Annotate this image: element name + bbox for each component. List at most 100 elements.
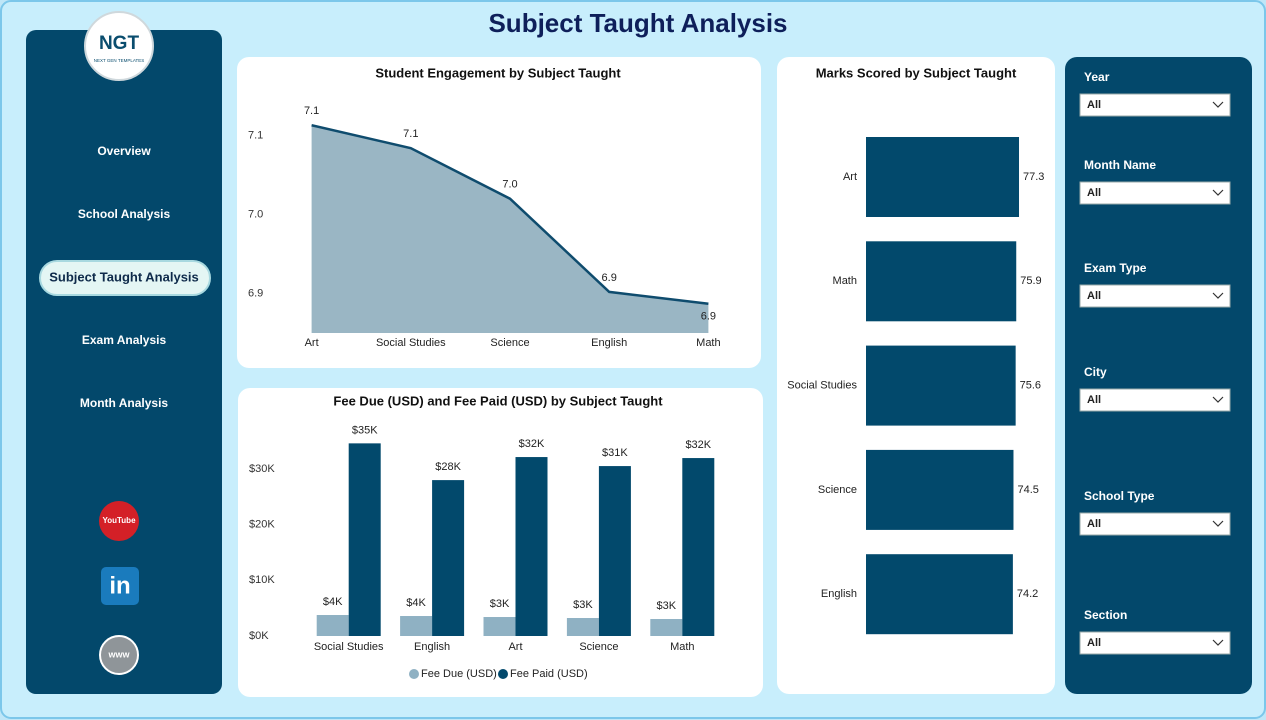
bar bbox=[866, 137, 1020, 217]
nav-item[interactable]: Subject Taught Analysis bbox=[49, 269, 199, 284]
filter-value: All bbox=[1087, 99, 1101, 111]
data-label: 77.3 bbox=[1023, 171, 1044, 183]
y-tick-label: 7.0 bbox=[248, 208, 263, 220]
filter-value: All bbox=[1087, 187, 1101, 199]
filter-value: All bbox=[1087, 637, 1101, 649]
legend-label: Fee Paid (USD) bbox=[510, 668, 588, 680]
dropdown-arrow bbox=[1212, 396, 1224, 403]
linkedin-label: in bbox=[109, 572, 130, 599]
bar bbox=[566, 618, 599, 636]
x-tick-label: English bbox=[414, 641, 450, 653]
x-tick-label: Science bbox=[579, 641, 618, 653]
x-tick-label: Social Studies bbox=[376, 337, 446, 349]
dropdown-arrow bbox=[1212, 189, 1224, 196]
data-label: $3K bbox=[573, 599, 593, 611]
web-label: www bbox=[107, 649, 130, 659]
data-label: $4K bbox=[323, 596, 343, 608]
youtube-icon[interactable] bbox=[99, 501, 139, 541]
bar bbox=[598, 466, 631, 636]
bar bbox=[400, 616, 433, 636]
nav-item[interactable]: Overview bbox=[97, 144, 151, 158]
chart-title: Fee Due (USD) and Fee Paid (USD) by Subj… bbox=[333, 393, 663, 408]
filter-dropdown[interactable] bbox=[1079, 93, 1231, 117]
dropdown-arrow bbox=[1212, 639, 1224, 646]
y-tick-label: Art bbox=[843, 171, 857, 183]
bar bbox=[866, 241, 1017, 322]
logo bbox=[84, 11, 154, 81]
y-tick-label: $20K bbox=[249, 519, 275, 531]
legend-swatch bbox=[498, 669, 508, 679]
filter-dropdown[interactable] bbox=[1079, 181, 1231, 205]
data-label: 7.1 bbox=[403, 128, 418, 140]
bar bbox=[866, 345, 1016, 426]
bar bbox=[866, 449, 1014, 530]
data-label: $32K bbox=[519, 438, 545, 450]
filter-label: Month Name bbox=[1084, 158, 1156, 172]
data-label: 74.2 bbox=[1017, 588, 1038, 600]
web-icon[interactable] bbox=[99, 635, 139, 675]
filter-label: Exam Type bbox=[1084, 261, 1147, 275]
dropdown-arrow bbox=[1212, 101, 1224, 108]
bar bbox=[432, 480, 465, 636]
youtube-label: YouTube bbox=[102, 516, 136, 525]
filter-value: All bbox=[1087, 518, 1101, 530]
filter-value: All bbox=[1087, 290, 1101, 302]
bar bbox=[316, 615, 349, 636]
y-tick-label: $30K bbox=[249, 463, 275, 475]
nav-item[interactable]: Exam Analysis bbox=[82, 333, 167, 347]
nav-active[interactable] bbox=[39, 260, 211, 296]
y-tick-label: $0K bbox=[249, 630, 269, 642]
bar bbox=[483, 617, 516, 636]
filter-dropdown[interactable] bbox=[1079, 388, 1231, 412]
filter-label: School Type bbox=[1084, 489, 1155, 503]
data-label: $31K bbox=[602, 447, 628, 459]
filter-label: City bbox=[1084, 365, 1107, 379]
filter-label: Year bbox=[1084, 70, 1110, 84]
x-tick-label: Math bbox=[670, 641, 694, 653]
x-tick-label: Art bbox=[305, 337, 319, 349]
area bbox=[311, 125, 709, 333]
page-title: Subject Taught Analysis bbox=[488, 8, 787, 38]
bar bbox=[348, 443, 381, 636]
x-tick-label: English bbox=[591, 337, 627, 349]
bar bbox=[515, 457, 548, 636]
nav-item[interactable]: School Analysis bbox=[78, 207, 171, 221]
legend-label: Fee Due (USD) bbox=[421, 668, 497, 680]
filter-label: Section bbox=[1084, 608, 1127, 622]
data-label: $28K bbox=[435, 461, 461, 473]
data-label: 75.6 bbox=[1020, 380, 1041, 392]
chart-title: Student Engagement by Subject Taught bbox=[375, 65, 621, 80]
data-label: $4K bbox=[406, 597, 426, 609]
filter-dropdown[interactable] bbox=[1079, 284, 1231, 308]
y-tick-label: Math bbox=[833, 275, 857, 287]
bar bbox=[866, 554, 1013, 635]
bar bbox=[650, 619, 683, 636]
data-label: $3K bbox=[490, 598, 510, 610]
y-tick-label: 7.1 bbox=[248, 129, 263, 141]
filter-dropdown[interactable] bbox=[1079, 631, 1231, 655]
x-tick-label: Science bbox=[490, 337, 529, 349]
data-label: 6.9 bbox=[701, 311, 716, 323]
x-tick-label: Math bbox=[696, 337, 720, 349]
x-tick-label: Social Studies bbox=[314, 641, 384, 653]
filter-dropdown[interactable] bbox=[1079, 512, 1231, 536]
data-label: 75.9 bbox=[1020, 275, 1041, 287]
dropdown-arrow bbox=[1212, 520, 1224, 527]
nav-item[interactable]: Month Analysis bbox=[80, 396, 169, 410]
data-label: $35K bbox=[352, 424, 378, 436]
y-tick-label: English bbox=[821, 588, 857, 600]
data-label: $3K bbox=[657, 600, 677, 612]
data-label: 74.5 bbox=[1017, 484, 1038, 496]
logo-text: NGT bbox=[99, 33, 140, 54]
line bbox=[311, 124, 709, 306]
sidebar bbox=[26, 30, 222, 694]
data-label: 6.9 bbox=[602, 272, 617, 284]
linkedin-icon[interactable] bbox=[101, 567, 139, 605]
logo-subtitle: NEXT GEN TEMPLATES bbox=[94, 58, 145, 63]
data-label: 7.0 bbox=[502, 179, 517, 191]
y-tick-label: 6.9 bbox=[248, 287, 263, 299]
filter-value: All bbox=[1087, 394, 1101, 406]
legend-swatch bbox=[409, 669, 419, 679]
